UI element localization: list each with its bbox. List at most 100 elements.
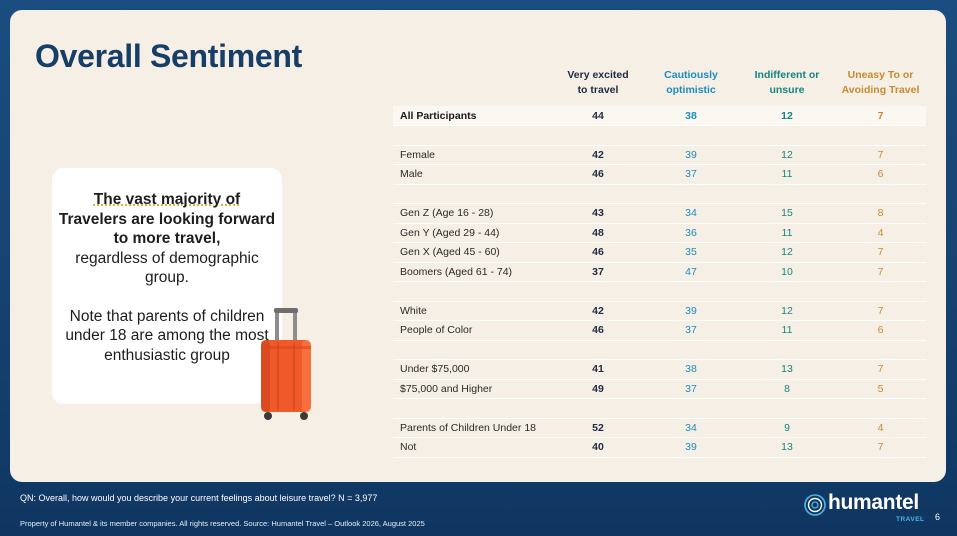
cell-cautiously-optimistic: 39 — [643, 437, 739, 458]
cell-indifferent: 11 — [739, 320, 835, 341]
cell-very-excited: 49 — [553, 379, 643, 399]
cell-very-excited: 42 — [553, 301, 643, 321]
row-label: Gen X (Aged 45 - 60) — [393, 242, 553, 263]
callout-box: The vast majority of Travelers are looki… — [52, 168, 282, 404]
row-label: Boomers (Aged 61 - 74) — [393, 262, 553, 282]
cell-very-excited: 40 — [553, 437, 643, 458]
table-row: Gen Z (Age 16 - 28) 43 34 15 8 — [393, 203, 926, 224]
question-footnote: QN: Overall, how would you describe your… — [20, 493, 378, 503]
cell-uneasy: 6 — [835, 164, 926, 185]
cell-cautiously-optimistic: 36 — [643, 223, 739, 243]
row-label: Not — [393, 437, 553, 458]
cell-very-excited: 42 — [553, 145, 643, 165]
row-label: Male — [393, 164, 553, 185]
row-label: Under $75,000 — [393, 359, 553, 380]
cell-cautiously-optimistic: 38 — [643, 359, 739, 380]
cell-indifferent: 15 — [739, 203, 835, 224]
callout-note: Note that parents of children under 18 a… — [65, 307, 269, 364]
cell-indifferent: 11 — [739, 164, 835, 185]
cell-cautiously-optimistic: 38 — [643, 106, 739, 126]
cell-uneasy: 7 — [835, 262, 926, 282]
cell-cautiously-optimistic: 39 — [643, 301, 739, 321]
table-row: Male 46 37 11 6 — [393, 164, 926, 185]
cell-indifferent: 11 — [739, 223, 835, 243]
cell-cautiously-optimistic: 37 — [643, 379, 739, 399]
spacer-cell — [393, 398, 926, 419]
header-very-excited: Very excited to travel — [567, 69, 629, 96]
table-row: Gen Y (Aged 29 - 44) 48 36 11 4 — [393, 223, 926, 243]
cell-cautiously-optimistic: 34 — [643, 418, 739, 438]
suitcase-icon — [261, 308, 311, 420]
callout-text: The vast majority of Travelers are looki… — [52, 190, 282, 365]
cell-cautiously-optimistic: 35 — [643, 242, 739, 263]
callout-rest: regardless of demographic group. — [75, 249, 259, 287]
cell-cautiously-optimistic: 47 — [643, 262, 739, 282]
table-spacer-row — [393, 398, 926, 419]
table-row: Female 42 39 12 7 — [393, 145, 926, 165]
logo-subtitle: TRAVEL — [896, 516, 925, 523]
row-label: White — [393, 301, 553, 321]
cell-very-excited: 52 — [553, 418, 643, 438]
fingerprint-icon — [804, 494, 826, 516]
page-number: 6 — [935, 512, 941, 522]
copyright-footer: Property of Humantel & its member compan… — [20, 519, 425, 528]
cell-very-excited: 48 — [553, 223, 643, 243]
cell-uneasy: 4 — [835, 418, 926, 438]
cell-very-excited: 46 — [553, 164, 643, 185]
logo-wordmark: humantel — [828, 491, 919, 514]
cell-uneasy: 7 — [835, 301, 926, 321]
cell-indifferent: 12 — [739, 106, 835, 126]
table-row: White 42 39 12 7 — [393, 301, 926, 321]
header-uneasy: Uneasy To or Avoiding Travel — [841, 69, 920, 96]
cell-indifferent: 12 — [739, 242, 835, 263]
cell-very-excited: 46 — [553, 242, 643, 263]
table-row: People of Color 46 37 11 6 — [393, 320, 926, 341]
header-label-col — [393, 60, 553, 106]
row-label: Gen Y (Aged 29 - 44) — [393, 223, 553, 243]
cell-very-excited: 41 — [553, 359, 643, 380]
table-row: Parents of Children Under 18 52 34 9 4 — [393, 418, 926, 438]
cell-uneasy: 7 — [835, 145, 926, 165]
table-row: Under $75,000 41 38 13 7 — [393, 359, 926, 380]
cell-indifferent: 12 — [739, 145, 835, 165]
cell-very-excited: 46 — [553, 320, 643, 341]
table-body: All Participants 44 38 12 7 Female 42 39 12… — [393, 106, 926, 458]
cell-cautiously-optimistic: 37 — [643, 320, 739, 341]
spacer-cell — [393, 281, 926, 302]
row-label: People of Color — [393, 320, 553, 341]
cell-indifferent: 13 — [739, 437, 835, 458]
cell-indifferent: 13 — [739, 359, 835, 380]
row-label: Gen Z (Age 16 - 28) — [393, 203, 553, 224]
table-header-row: Very excited to travel Cautiously optimist… — [393, 60, 926, 106]
cell-uneasy: 7 — [835, 359, 926, 380]
table-spacer-row — [393, 281, 926, 302]
table-spacer-row — [393, 184, 926, 204]
table-row-all-participants: All Participants 44 38 12 7 — [393, 106, 926, 126]
callout-highlight-line1: The vast majority of — [93, 191, 241, 208]
row-label: $75,000 and Higher — [393, 379, 553, 399]
table-row: Gen X (Aged 45 - 60) 46 35 12 7 — [393, 242, 926, 263]
cell-cautiously-optimistic: 39 — [643, 145, 739, 165]
page-title: Overall Sentiment — [35, 38, 302, 74]
cell-uneasy: 5 — [835, 379, 926, 399]
callout-highlight-rest: Travelers are looking forward to more tr… — [58, 210, 276, 248]
spacer-cell — [393, 184, 926, 204]
table-spacer-row — [393, 125, 926, 146]
humantel-logo: humantel TRAVEL — [804, 491, 934, 527]
row-label: Parents of Children Under 18 — [393, 418, 553, 438]
spacer-cell — [393, 125, 926, 146]
table-spacer-row — [393, 340, 926, 360]
cell-uneasy: 7 — [835, 437, 926, 458]
row-label: Female — [393, 145, 553, 165]
table-row: Not 40 39 13 7 — [393, 437, 926, 458]
cell-indifferent: 9 — [739, 418, 835, 438]
cell-indifferent: 12 — [739, 301, 835, 321]
cell-uneasy: 8 — [835, 203, 926, 224]
header-cautiously-optimistic: Cautiously optimistic — [664, 69, 718, 96]
cell-uneasy: 7 — [835, 106, 926, 126]
callout-highlight: The vast majority of Travelers are looki… — [52, 190, 282, 249]
table-row: Boomers (Aged 61 - 74) 37 47 10 7 — [393, 262, 926, 282]
cell-indifferent: 8 — [739, 379, 835, 399]
cell-indifferent: 10 — [739, 262, 835, 282]
cell-uneasy: 4 — [835, 223, 926, 243]
